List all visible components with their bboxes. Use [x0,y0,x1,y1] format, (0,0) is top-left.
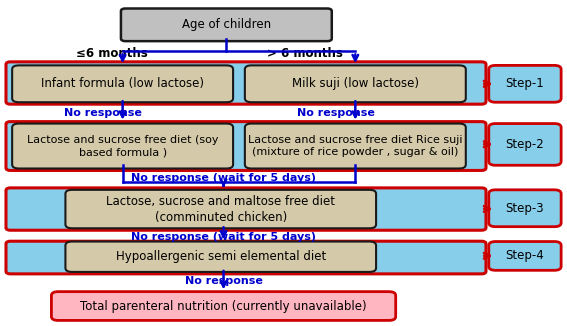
FancyBboxPatch shape [12,124,233,169]
Text: Step-1: Step-1 [506,77,544,90]
Text: No response (wait for 5 days): No response (wait for 5 days) [131,172,316,183]
FancyBboxPatch shape [489,242,561,270]
Text: Age of children: Age of children [182,18,271,31]
Text: Step-2: Step-2 [506,138,544,151]
Text: Lactose and sucrose free diet (soy
based formula ): Lactose and sucrose free diet (soy based… [27,135,218,157]
FancyBboxPatch shape [489,66,561,102]
Text: No response: No response [185,276,263,286]
Text: Milk suji (low lactose): Milk suji (low lactose) [292,77,419,90]
FancyBboxPatch shape [489,190,561,227]
Text: Step-4: Step-4 [506,249,544,262]
Text: Lactose, sucrose and maltose free diet
(comminuted chicken): Lactose, sucrose and maltose free diet (… [106,195,335,224]
FancyBboxPatch shape [52,292,396,320]
Text: Step-3: Step-3 [506,202,544,215]
FancyBboxPatch shape [6,62,486,104]
FancyBboxPatch shape [245,66,466,102]
FancyBboxPatch shape [6,241,486,274]
FancyBboxPatch shape [65,242,376,272]
Text: No response (wait for 5 days): No response (wait for 5 days) [131,232,316,242]
FancyBboxPatch shape [121,8,332,41]
FancyBboxPatch shape [6,122,486,170]
Text: Total parenteral nutrition (currently unavailable): Total parenteral nutrition (currently un… [81,300,367,313]
FancyBboxPatch shape [65,190,376,228]
FancyBboxPatch shape [12,66,233,102]
Text: No response: No response [64,108,142,118]
Text: Hypoallergenic semi elemental diet: Hypoallergenic semi elemental diet [116,250,326,263]
Text: ≤6 months: ≤6 months [75,47,147,60]
FancyBboxPatch shape [245,124,466,169]
FancyBboxPatch shape [489,124,561,165]
Text: > 6 months: > 6 months [267,47,343,60]
Text: Lactose and sucrose free diet Rice suji
(mixture of rice powder , sugar & oil): Lactose and sucrose free diet Rice suji … [248,135,463,157]
Text: Infant formula (low lactose): Infant formula (low lactose) [41,77,204,90]
FancyBboxPatch shape [6,188,486,230]
Text: No response: No response [297,108,375,118]
